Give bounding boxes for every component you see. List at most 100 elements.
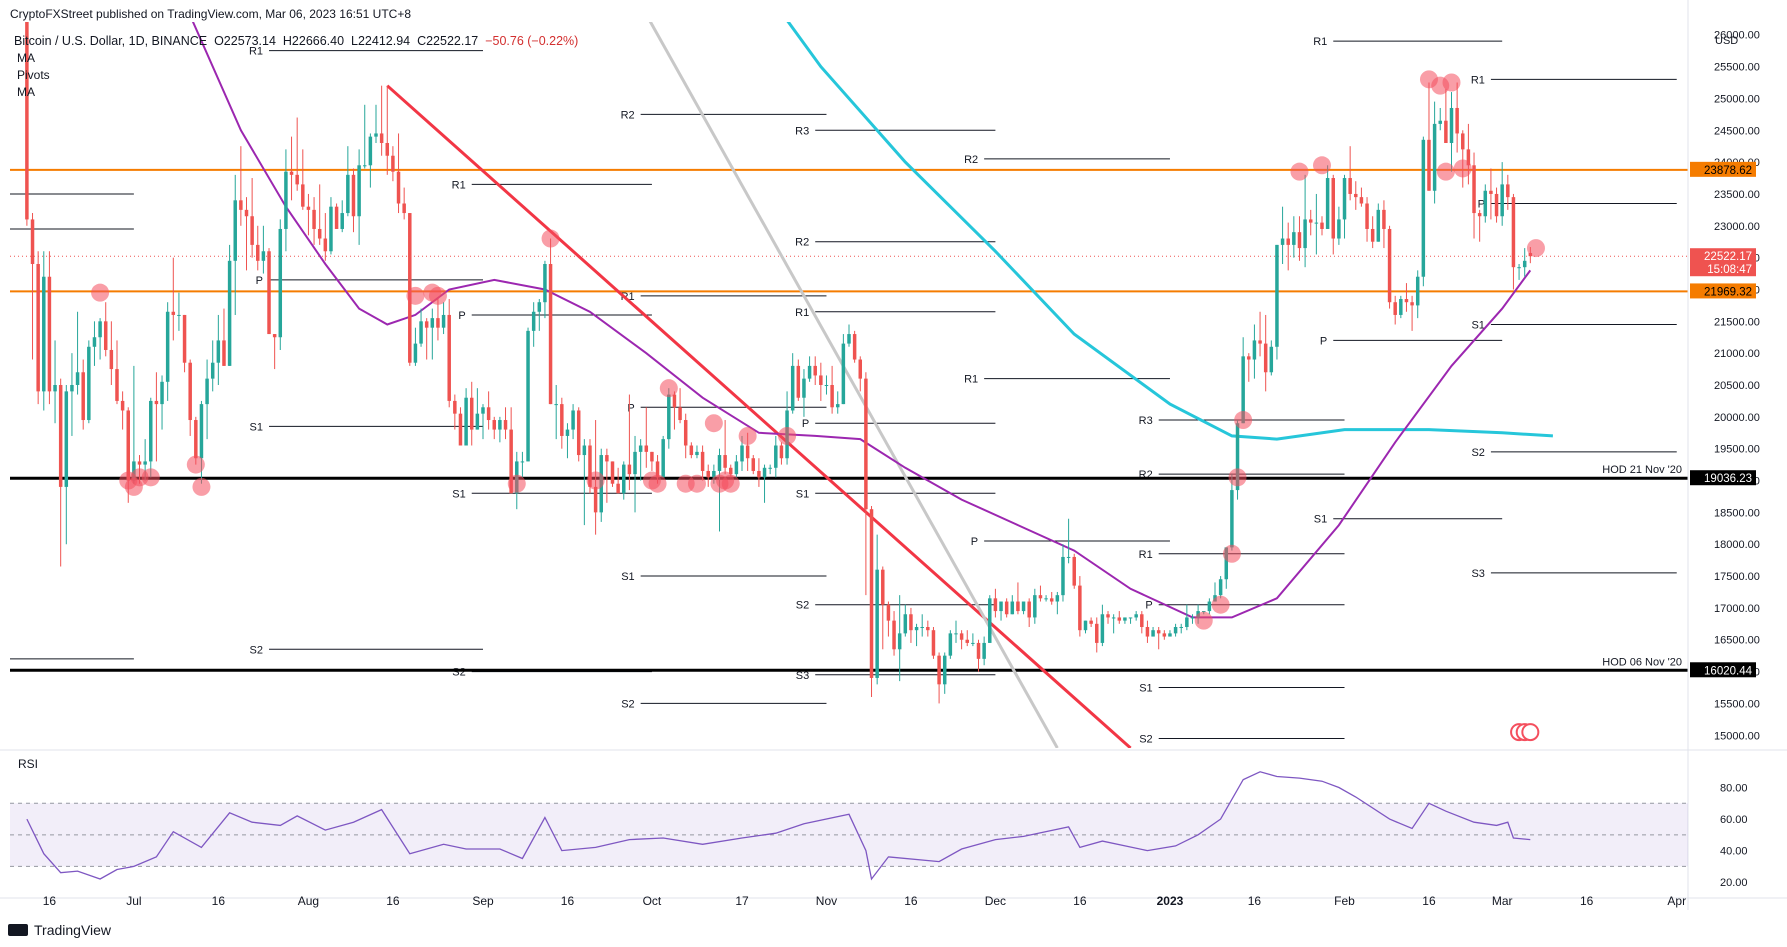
candle-body [509,429,513,494]
highlight-marker [141,468,160,487]
candle-body [289,171,294,175]
candle-body [177,314,181,316]
candle-body [830,385,834,408]
candle-body [239,200,243,210]
tradingview-watermark: TradingView [8,922,111,938]
candle-body [222,340,226,366]
candle-body [233,200,237,261]
candle-body [1382,209,1386,229]
indicator-pivots-label[interactable]: Pivots [17,68,50,82]
candle-body [1461,133,1465,150]
candle-body [1354,193,1358,198]
candle-body [137,461,142,465]
candle-body [1072,556,1076,586]
candle-body [1016,601,1020,612]
pivot-label: R1 [1313,36,1327,48]
y-tick-label: 16500.00 [1714,635,1760,647]
watermark-text: TradingView [34,922,112,938]
candle-body [554,404,558,406]
candle-body [813,365,817,376]
candle-body [317,228,322,239]
candle-body [312,209,316,229]
candle-body [1511,197,1516,268]
candle-body [1111,617,1116,619]
candle-body [1359,197,1364,204]
candle-body [453,400,457,414]
indicator-ma2-label[interactable]: MA [17,85,35,99]
candle-body [819,375,823,385]
candle-body [165,311,170,382]
candle-body [993,598,998,612]
candle-body [852,334,857,360]
price-label-bg [1690,161,1756,177]
red-trendline [386,84,1132,748]
candle-body [109,349,114,370]
candle-body [1173,627,1178,634]
indicator-ma-label[interactable]: MA [17,51,35,65]
pivot-label: R1 [452,179,466,191]
highlight-marker [586,471,605,490]
candle-body [965,639,969,643]
y-tick-label: 17000.00 [1714,603,1760,615]
candle-body [1185,617,1189,627]
candle-body [1275,244,1279,347]
pivot-label: S1 [452,488,465,500]
candle-body [498,420,502,430]
pivot-label: S2 [1139,733,1152,745]
highlight-marker [1442,73,1461,92]
candle-body [1297,232,1302,249]
candle-body [120,400,125,411]
y-axis-unit: USD [1715,35,1738,47]
candle-body [1235,423,1240,491]
candle-body [42,276,46,392]
candle-body [1314,222,1319,224]
pivot-label: S2 [452,667,465,679]
candle-body [216,340,221,363]
highlight-marker [1222,544,1241,563]
candle-body [1263,343,1268,373]
x-tick-label: 16 [561,894,575,908]
candle-body [396,171,401,204]
candle-body [1455,107,1459,134]
candle-body [1444,120,1448,143]
candle-body [47,276,52,392]
rsi-tick-label: 20.00 [1720,877,1748,889]
horizontal-level-label: HOD 06 Nov '20 [1602,656,1682,668]
candle-body [824,385,829,386]
candle-body [1483,190,1488,217]
candle-body [171,311,176,315]
candle-body [762,467,767,478]
candle-body [1432,123,1437,191]
candle-body [424,321,429,328]
candle-body [1399,299,1403,315]
candle-body [340,213,344,229]
candle-body [734,461,739,475]
candle-body [1049,598,1054,602]
candle-body [1376,209,1381,242]
candle-body [571,410,575,430]
candle-body [1066,556,1071,558]
candle-body [92,337,97,347]
pivot-label: P [1145,600,1152,612]
candle-body [914,627,919,631]
candle-body [1140,614,1144,627]
candle-body [1134,614,1138,618]
y-tick-label: 21000.00 [1714,348,1760,360]
highlight-marker [1228,468,1247,487]
candle-body [531,311,536,331]
candle-body [774,445,778,468]
symbol-legend[interactable]: Bitcoin / U.S. Dollar, 1D, BINANCE O2257… [14,34,578,48]
candle-body [526,330,530,462]
pivot-label: R1 [795,307,809,319]
x-tick-label: Dec [985,894,1006,908]
candle-body [942,655,947,685]
y-tick-label: 20000.00 [1714,412,1760,424]
event-flag-icon [1521,723,1540,742]
y-tick-label: 23500.00 [1714,189,1760,201]
candle-body [458,413,463,446]
candle-body [1415,276,1420,306]
price-label-bg [1690,470,1756,486]
candle-body [982,642,986,659]
candle-body [689,445,694,456]
